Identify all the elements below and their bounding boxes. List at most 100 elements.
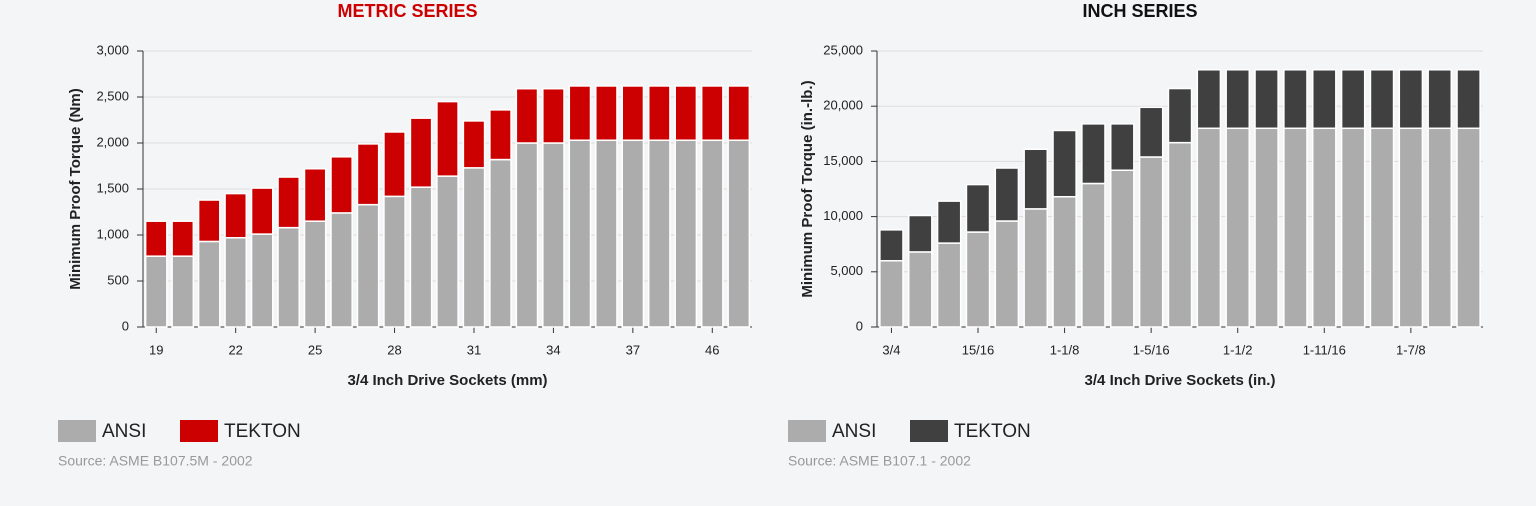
bar-segment — [1369, 127, 1395, 328]
bar-segment — [409, 117, 433, 188]
bar-segment — [462, 167, 486, 328]
bar-segment — [674, 139, 698, 328]
bar-segment — [965, 183, 991, 233]
bar-segment — [1052, 195, 1077, 328]
bar-segment — [1427, 69, 1453, 130]
bar-segment — [994, 167, 1020, 222]
bar-segment — [1225, 69, 1251, 130]
y-tick-label: 15,000 — [823, 153, 863, 168]
bar-segment — [515, 87, 539, 144]
bar-segment — [330, 212, 353, 328]
legend-swatch — [788, 420, 826, 442]
bar-segment — [595, 85, 618, 141]
y-axis-label: Minimum Proof Torque (Nm) — [67, 88, 84, 289]
bar-segment — [879, 260, 904, 328]
bar-segment — [1398, 69, 1424, 130]
bar-segment — [542, 87, 565, 144]
bar-segment — [1023, 148, 1049, 210]
bar-segment — [568, 85, 592, 141]
bar-segment — [197, 199, 221, 243]
bar-segment — [621, 139, 645, 328]
chart-title: INCH SERIES — [1082, 1, 1197, 21]
bar-segment — [1369, 69, 1395, 130]
y-tick-label: 2,000 — [96, 134, 129, 149]
bar-segment — [489, 158, 512, 328]
x-tick-label: 37 — [626, 342, 640, 357]
bar-segment — [1138, 106, 1164, 158]
bar-segment — [647, 139, 671, 328]
bar-segment — [1398, 127, 1424, 328]
bar-segment — [1311, 69, 1337, 130]
bar-segment — [879, 229, 904, 262]
legend-label: ANSI — [832, 421, 876, 442]
bar-segment — [727, 139, 751, 328]
chart-title: METRIC SERIES — [337, 1, 477, 21]
bar-segment — [250, 187, 274, 235]
bar-segment — [1340, 69, 1366, 130]
bar-segment — [1081, 123, 1106, 185]
source-note: Source: ASME B107.1 - 2002 — [788, 453, 971, 469]
bar-segment — [330, 156, 353, 214]
bar-segment — [436, 100, 459, 177]
bar-segment — [1311, 127, 1337, 328]
bar-segment — [1427, 127, 1453, 328]
x-tick-label: 1-5/16 — [1133, 342, 1170, 357]
y-tick-label: 20,000 — [823, 98, 863, 113]
x-tick-label: 3/4 — [882, 342, 900, 357]
legend-swatch — [58, 420, 96, 442]
y-tick-label: 5,000 — [830, 263, 863, 278]
x-tick-label: 1-11/16 — [1303, 342, 1346, 357]
bar-segment — [303, 168, 327, 222]
bar-segment — [224, 192, 248, 239]
y-tick-label: 10,000 — [823, 208, 863, 223]
bar-segment — [224, 237, 248, 328]
bar-segment — [197, 240, 221, 328]
x-tick-label: 15/16 — [962, 342, 995, 357]
bar-segment — [647, 85, 671, 141]
bar-segment — [144, 220, 168, 257]
legend-label: TEKTON — [224, 421, 301, 442]
bar-segment — [907, 214, 933, 253]
bar-segment — [303, 220, 327, 328]
x-tick-label: 34 — [546, 342, 560, 357]
bar-segment — [1340, 127, 1366, 328]
bar-segment — [277, 226, 300, 328]
bar-segment — [1283, 69, 1308, 130]
bar-segment — [907, 251, 933, 328]
x-axis-label: 3/4 Inch Drive Sockets (in.) — [1085, 372, 1276, 389]
x-tick-label: 31 — [467, 342, 481, 357]
bar-segment — [1052, 129, 1077, 198]
bar-segment — [171, 220, 195, 257]
y-axis-label: Minimum Proof Torque (in.-lb.) — [799, 80, 816, 297]
y-tick-label: 0 — [856, 318, 863, 333]
bar-segment — [356, 143, 380, 206]
y-tick-label: 1,500 — [96, 180, 129, 195]
bar-segment — [171, 255, 195, 328]
bar-segment — [1196, 69, 1222, 130]
bar-segment — [356, 203, 380, 328]
legend-swatch — [910, 420, 948, 442]
legend-label: TEKTON — [954, 421, 1031, 442]
x-tick-label: 28 — [387, 342, 401, 357]
bar-segment — [515, 142, 539, 328]
bar-segment — [595, 139, 618, 328]
bar-segment — [409, 186, 433, 328]
x-tick-label: 22 — [228, 342, 242, 357]
bar-segment — [1081, 182, 1106, 328]
bar-segment — [994, 220, 1020, 328]
x-tick-label: 1-1/2 — [1223, 342, 1253, 357]
bar-segment — [462, 120, 486, 169]
x-axis-label: 3/4 Inch Drive Sockets (mm) — [347, 372, 547, 389]
bar-segment — [1456, 69, 1481, 130]
bar-segment — [568, 139, 592, 328]
bar-segment — [965, 231, 991, 328]
bar-segment — [1138, 156, 1164, 328]
y-tick-label: 1,000 — [96, 226, 129, 241]
bar-segment — [1109, 123, 1135, 171]
bar-segment — [1254, 127, 1279, 328]
y-tick-label: 3,000 — [96, 42, 129, 57]
bar-segment — [1456, 127, 1481, 328]
y-tick-label: 500 — [107, 272, 129, 287]
bar-segment — [674, 85, 698, 141]
